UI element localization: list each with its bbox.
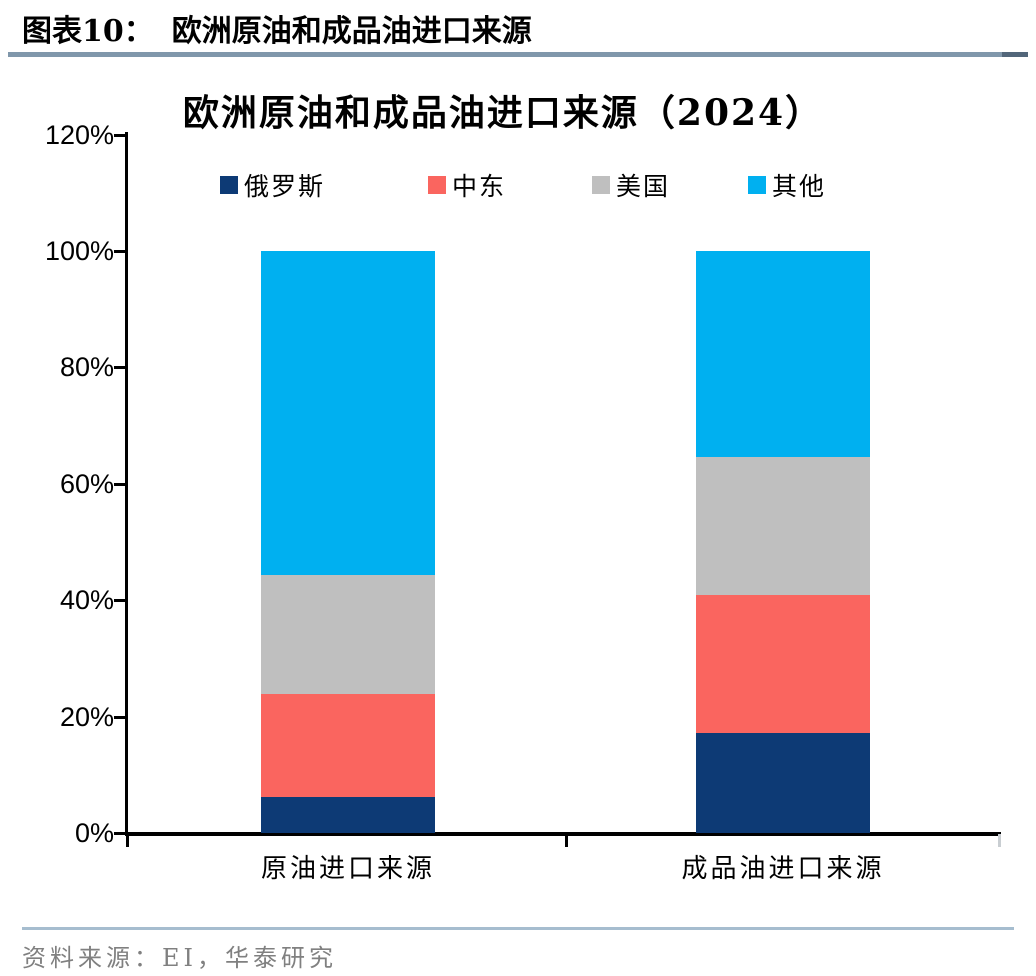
- bar-segment-0-0: [261, 796, 435, 833]
- y-axis-tick-label: 80%: [59, 352, 114, 383]
- header-divider: [8, 52, 1028, 57]
- y-axis-tick-label: 100%: [44, 236, 114, 266]
- report-header: 图表10： 欧洲原油和成品油进口来源: [22, 6, 1022, 50]
- header-divider-endcap: [1002, 52, 1028, 57]
- bar-segment-1-0: [696, 732, 870, 833]
- y-axis-tick-label: 20%: [59, 701, 114, 732]
- y-axis-tick-label: 120%: [44, 119, 114, 150]
- y-axis-tick-mark: [114, 832, 127, 835]
- legend-item: 美国: [592, 170, 671, 201]
- bar-segment-1-1: [696, 594, 870, 733]
- y-axis-tick-label: 0%: [74, 818, 114, 848]
- figure-title: 欧洲原油和成品油进口来源: [171, 14, 532, 49]
- legend-swatch-icon: [592, 176, 610, 194]
- legend-label: 美国: [616, 172, 671, 201]
- legend-label: 其他: [772, 172, 827, 201]
- y-axis-tick-label: 40%: [59, 585, 114, 616]
- footer-divider: [22, 927, 1014, 930]
- source-note: 资料来源：EI，华泰研究: [22, 944, 337, 972]
- legend-swatch-icon: [748, 176, 766, 194]
- y-axis-tick-mark: [114, 250, 127, 253]
- legend-swatch-icon: [220, 176, 238, 194]
- x-axis: [125, 832, 1001, 836]
- x-axis-boundary-tick: [126, 834, 129, 847]
- y-axis-tick-label: 60%: [59, 468, 114, 499]
- y-axis-tick-mark: [114, 599, 127, 603]
- bar-segment-1-3: [696, 251, 870, 458]
- x-axis-boundary-tick: [998, 834, 1001, 847]
- y-axis-tick-mark: [114, 715, 127, 719]
- figure-number-label: 图表10：: [22, 14, 154, 49]
- legend-swatch-icon: [428, 176, 446, 194]
- legend-item: 其他: [748, 170, 827, 201]
- y-axis-tick-mark: [114, 366, 127, 370]
- x-axis-boundary-tick: [565, 834, 568, 847]
- y-axis-tick-mark: [114, 133, 127, 137]
- y-axis-tick-mark: [114, 482, 127, 486]
- legend-label: 俄罗斯: [244, 172, 326, 201]
- x-category-label: 成品油进口来源: [681, 854, 885, 884]
- bar-segment-0-1: [261, 693, 435, 797]
- legend-item: 中东: [428, 170, 507, 201]
- chart-title: 欧洲原油和成品油进口来源（2024）: [182, 92, 824, 134]
- legend-item: 俄罗斯: [220, 170, 326, 201]
- bar-segment-1-2: [696, 457, 870, 595]
- x-category-label: 原油进口来源: [260, 854, 435, 884]
- bar-segment-0-2: [261, 575, 435, 694]
- bar-segment-0-3: [261, 251, 435, 576]
- legend-label: 中东: [452, 172, 507, 201]
